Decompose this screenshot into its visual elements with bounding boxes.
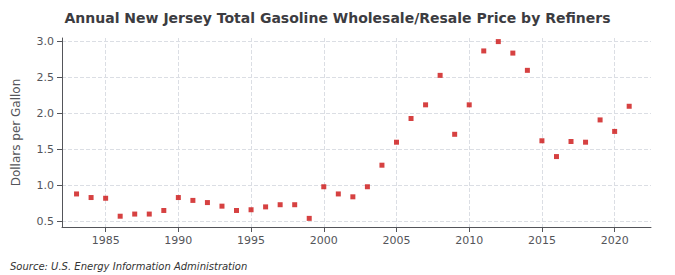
svg-text:1.0: 1.0 [37,179,55,192]
svg-text:2015: 2015 [528,234,556,247]
svg-text:2.5: 2.5 [37,71,55,84]
svg-text:1995: 1995 [237,234,265,247]
svg-text:2020: 2020 [601,234,629,247]
svg-text:2000: 2000 [310,234,338,247]
svg-text:2.0: 2.0 [37,107,55,120]
svg-text:2010: 2010 [455,234,483,247]
svg-text:Source: U.S. Energy Informatio: Source: U.S. Energy Information Administ… [10,261,247,272]
svg-text:0.5: 0.5 [37,215,55,228]
svg-text:Dollars per Gallon: Dollars per Gallon [9,79,23,187]
svg-text:1990: 1990 [164,234,192,247]
svg-text:3.0: 3.0 [37,35,55,48]
svg-text:2005: 2005 [382,234,410,247]
svg-text:1985: 1985 [92,234,120,247]
svg-text:1.5: 1.5 [37,143,55,156]
svg-text:Annual New Jersey Total Gasoli: Annual New Jersey Total Gasoline Wholesa… [65,10,611,26]
